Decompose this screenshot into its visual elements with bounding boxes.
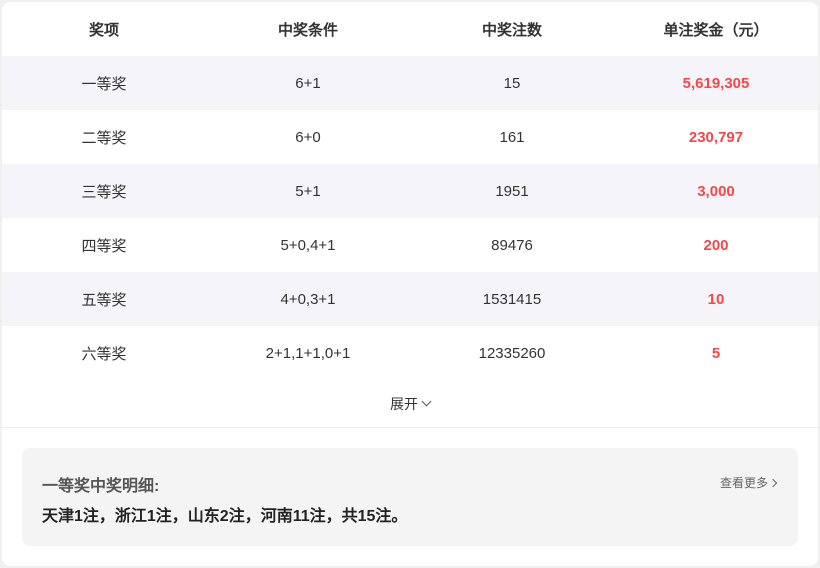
tier-cell: 六等奖 xyxy=(81,345,127,363)
tier-cell: 一等奖 xyxy=(81,75,127,93)
tier-cell: 五等奖 xyxy=(81,291,127,309)
count-cell: 15 xyxy=(503,74,521,92)
table-header: 奖项 中奖条件 中奖注数 单注奖金（元） xyxy=(2,2,818,56)
prize-cell: 3,000 xyxy=(697,182,735,200)
count-cell: 1951 xyxy=(495,182,529,200)
prize-cell: 5,619,305 xyxy=(682,74,750,92)
chevron-right-icon xyxy=(768,478,778,488)
condition-cell: 6+1 xyxy=(295,74,321,92)
count-cell: 89476 xyxy=(491,236,533,254)
expand-label: 展开 xyxy=(390,395,418,412)
prize-cell: 230,797 xyxy=(688,128,744,146)
tier-cell: 二等奖 xyxy=(81,129,127,147)
count-cell: 12335260 xyxy=(478,344,546,362)
condition-cell: 5+0,4+1 xyxy=(280,236,336,254)
table-row: 二等奖 6+0 161 230,797 xyxy=(2,110,818,164)
table-row: 一等奖 6+1 15 5,619,305 xyxy=(2,56,818,110)
header-condition: 中奖条件 xyxy=(277,21,338,39)
chevron-down-icon xyxy=(421,396,432,407)
header-tier: 奖项 xyxy=(88,21,119,39)
expand-button[interactable]: 展开 xyxy=(2,380,818,428)
table-row: 五等奖 4+0,3+1 1531415 10 xyxy=(2,272,818,326)
prize-cell: 200 xyxy=(703,236,729,254)
count-cell: 1531415 xyxy=(482,290,542,308)
first-prize-detail: 一等奖中奖明细: 查看更多 天津1注，浙江1注，山东2注，河南11注，共15注。 xyxy=(22,448,798,546)
condition-cell: 6+0 xyxy=(295,128,321,146)
detail-title: 一等奖中奖明细: xyxy=(42,478,160,495)
condition-cell: 5+1 xyxy=(295,182,321,200)
view-more-label: 查看更多 xyxy=(719,476,768,490)
view-more-link[interactable]: 查看更多 xyxy=(719,474,778,491)
header-count: 中奖注数 xyxy=(481,21,542,39)
tier-cell: 三等奖 xyxy=(81,183,127,201)
detail-text: 天津1注，浙江1注，山东2注，河南11注，共15注。 xyxy=(42,508,408,525)
header-prize: 单注奖金（元） xyxy=(663,21,769,39)
condition-cell: 2+1,1+1,0+1 xyxy=(265,344,351,362)
count-cell: 161 xyxy=(499,128,525,146)
prize-cell: 10 xyxy=(707,290,725,308)
table-row: 六等奖 2+1,1+1,0+1 12335260 5 xyxy=(2,326,818,380)
prize-cell: 5 xyxy=(711,344,721,362)
tier-cell: 四等奖 xyxy=(81,237,127,255)
condition-cell: 4+0,3+1 xyxy=(280,290,336,308)
table-row: 三等奖 5+1 1951 3,000 xyxy=(2,164,818,218)
table-row: 四等奖 5+0,4+1 89476 200 xyxy=(2,218,818,272)
